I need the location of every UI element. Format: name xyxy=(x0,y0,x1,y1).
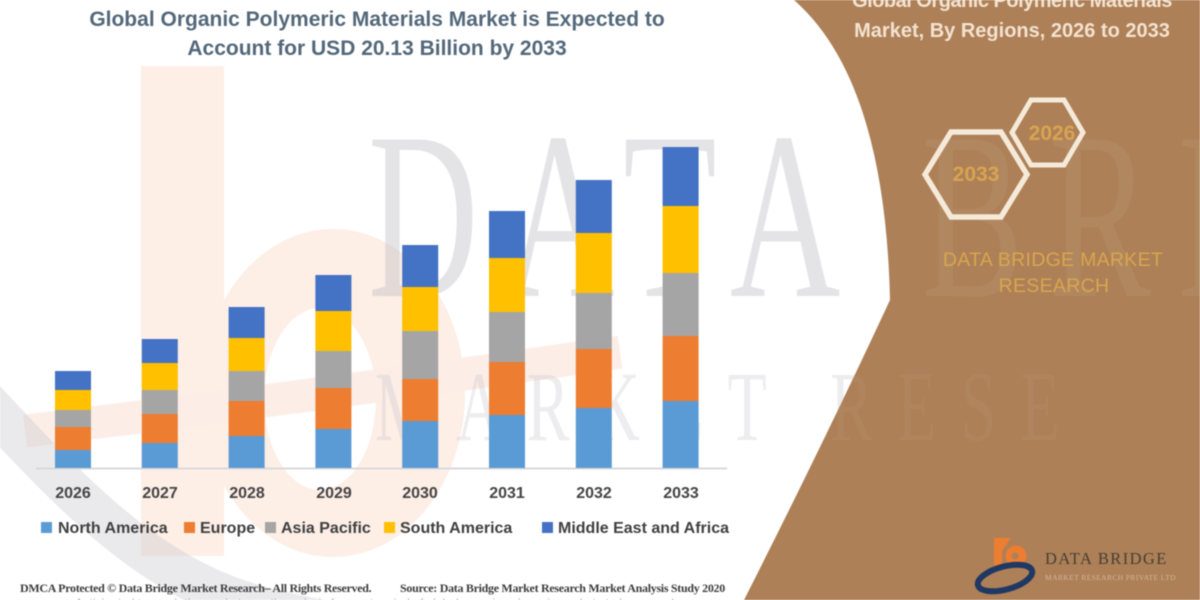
svg-text:DATA BRIDGE MARKET: DATA BRIDGE MARKET xyxy=(943,249,1163,271)
svg-text:Source: Data Bridge Market Res: Source: Data Bridge Market Research Mark… xyxy=(400,581,725,595)
svg-text:Market, By Regions, 2026 to 20: Market, By Regions, 2026 to 2033 xyxy=(854,20,1170,42)
svg-text:2033: 2033 xyxy=(663,485,699,502)
svg-text:2027: 2027 xyxy=(142,485,178,502)
svg-text:Global Organic Polymeric Mater: Global Organic Polymeric Materials Marke… xyxy=(89,8,664,31)
svg-text:2030: 2030 xyxy=(402,485,438,502)
svg-text:2029: 2029 xyxy=(316,485,352,502)
svg-text:MARKET RESEARCH PRIVATE LTD: MARKET RESEARCH PRIVATE LTD xyxy=(1045,573,1176,582)
svg-text:Global Organic Polymeric Mater: Global Organic Polymeric Materials xyxy=(852,0,1172,12)
svg-text:2031: 2031 xyxy=(489,485,525,502)
svg-text:North America: North America xyxy=(58,520,168,537)
svg-text:DMCA Protected © Data Bridge M: DMCA Protected © Data Bridge Market Rese… xyxy=(20,581,372,595)
svg-text:2026: 2026 xyxy=(1029,122,1076,145)
svg-text:RESEARCH: RESEARCH xyxy=(999,275,1110,297)
svg-text:DATA BRIDGE: DATA BRIDGE xyxy=(1045,549,1168,568)
svg-text:Asia Pacific: Asia Pacific xyxy=(281,520,371,537)
svg-text:Middle East and Africa: Middle East and Africa xyxy=(558,520,729,537)
svg-text:2028: 2028 xyxy=(229,485,265,502)
svg-text:2032: 2032 xyxy=(576,485,612,502)
svg-text:South America: South America xyxy=(400,520,512,537)
svg-text:Account for USD 20.13 Billion: Account for USD 20.13 Billion by 2033 xyxy=(187,37,566,60)
svg-text:2033: 2033 xyxy=(953,163,1000,186)
svg-text:Anticipated to reach the marke: Anticipated to reach the market growth a… xyxy=(75,596,678,600)
svg-text:Europe: Europe xyxy=(200,520,255,537)
svg-text:2026: 2026 xyxy=(55,485,91,502)
